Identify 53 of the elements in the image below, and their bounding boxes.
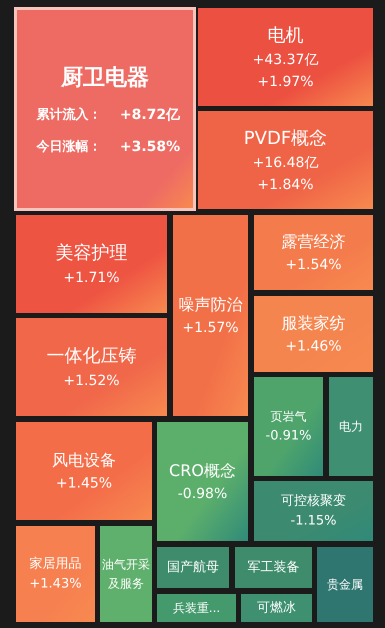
category-label: 军工装备: [248, 560, 300, 575]
category-label: 可控核聚变: [281, 493, 346, 508]
node: 页岩气 -0.91%: [254, 377, 323, 476]
category-label: 风电设备: [52, 450, 116, 470]
data-label: +1.84%: [257, 176, 314, 193]
node: 家居用品 +1.43%: [16, 526, 95, 622]
node: 风电设备 +1.45%: [16, 422, 152, 520]
category-label: 油气开采及服务: [102, 558, 150, 590]
category-label: 国产航母: [167, 560, 219, 575]
data-label: +1.43%: [29, 576, 82, 592]
data-label: -0.98%: [178, 486, 228, 502]
node: 电力: [329, 377, 373, 476]
data-label: +3.58%: [120, 139, 180, 155]
data-label: +1.45%: [56, 475, 112, 492]
node: 军工装备: [235, 547, 312, 588]
data-label: +1.71%: [63, 270, 120, 286]
category-label: 噪声防治: [178, 295, 242, 314]
category-label: 厨卫电器: [60, 66, 149, 90]
data-label: +1.97%: [257, 74, 314, 90]
data-label: +1.54%: [285, 256, 342, 273]
node: 可燃冰: [241, 594, 312, 622]
category-label: 露营经济: [282, 232, 346, 252]
node: 噪声防治 +1.57%: [173, 215, 248, 416]
node: PVDF概念 +16.48亿 +1.84%: [198, 111, 373, 209]
node: 服装家纺 +1.46%: [254, 296, 373, 372]
node: 兵装重...: [157, 594, 236, 622]
category-label: 可燃冰: [257, 600, 296, 616]
category-label: 电机: [268, 24, 304, 46]
data-label: -1.15%: [290, 514, 336, 529]
node: 贵金属: [317, 547, 373, 622]
category-label: 页岩气: [270, 409, 306, 424]
node: 可控核聚变 -1.15%: [254, 481, 373, 541]
node: 国产航母: [157, 547, 229, 588]
data-label: +1.46%: [285, 338, 342, 354]
data-label: +1.52%: [63, 372, 120, 389]
category-label: CRO概念: [169, 461, 236, 480]
data-label: +1.57%: [182, 320, 239, 336]
node: CRO概念 -0.98%: [157, 422, 248, 541]
category-label: 美容护理: [56, 242, 128, 264]
node: 美容护理 +1.71%: [16, 215, 167, 313]
category-label: 贵金属: [327, 578, 363, 592]
node: 露营经济 +1.54%: [254, 215, 373, 290]
category-label: 服装家纺: [282, 314, 346, 333]
data-label: -0.91%: [266, 428, 312, 444]
category-label: 兵装重...: [172, 601, 220, 615]
category-label: 一体化压铸: [46, 346, 136, 367]
category-label: 电力: [339, 420, 363, 434]
category-label: 家居用品: [30, 555, 82, 572]
node: 油气开采及服务: [100, 526, 152, 622]
category-label: PVDF概念: [244, 128, 328, 149]
node: 电机 +43.37亿 +1.97%: [198, 8, 373, 106]
node: 一体化压铸 +1.52%: [16, 318, 167, 416]
node: 厨卫电器 累计流入： +8.72亿 今日涨幅： +3.58%: [17, 10, 193, 208]
